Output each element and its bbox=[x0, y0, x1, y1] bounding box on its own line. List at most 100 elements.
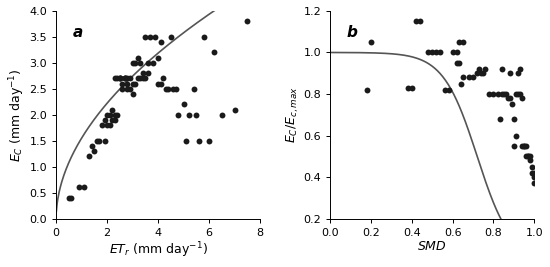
Point bbox=[136, 76, 145, 81]
Point bbox=[128, 61, 137, 65]
Point bbox=[524, 154, 532, 159]
Point bbox=[497, 92, 506, 96]
Point bbox=[67, 196, 76, 200]
Point bbox=[111, 118, 119, 122]
Point bbox=[509, 117, 518, 121]
Point bbox=[113, 113, 122, 117]
Text: a: a bbox=[73, 25, 82, 41]
Point bbox=[87, 144, 96, 148]
Point bbox=[479, 71, 488, 75]
Point bbox=[473, 71, 482, 75]
Point bbox=[159, 76, 168, 81]
Point bbox=[118, 81, 127, 86]
Point bbox=[499, 92, 508, 96]
Point bbox=[477, 71, 486, 75]
Point bbox=[167, 35, 175, 39]
Point bbox=[520, 144, 529, 148]
Point bbox=[128, 81, 137, 86]
Point bbox=[518, 144, 526, 148]
Point bbox=[64, 196, 73, 200]
Point bbox=[404, 86, 412, 90]
Point bbox=[505, 96, 514, 100]
Point bbox=[189, 87, 198, 91]
Point bbox=[103, 123, 112, 127]
Point bbox=[133, 56, 142, 60]
Point bbox=[448, 50, 457, 55]
Y-axis label: $E_C$ (mm day$^{-1}$): $E_C$ (mm day$^{-1}$) bbox=[7, 68, 26, 162]
Point bbox=[522, 144, 531, 148]
Point bbox=[123, 87, 132, 91]
Point bbox=[100, 118, 109, 122]
Point bbox=[518, 96, 526, 100]
Point bbox=[156, 40, 165, 44]
Point bbox=[512, 134, 520, 138]
Point bbox=[230, 108, 239, 112]
Point bbox=[125, 76, 134, 81]
Point bbox=[118, 87, 127, 91]
Point bbox=[111, 113, 119, 117]
Point bbox=[522, 154, 531, 159]
Point bbox=[75, 185, 84, 190]
Point bbox=[123, 76, 132, 81]
Point bbox=[530, 171, 538, 175]
Point bbox=[514, 71, 522, 75]
Point bbox=[111, 76, 119, 81]
Point bbox=[428, 50, 437, 55]
Point bbox=[97, 123, 106, 127]
Point bbox=[481, 67, 490, 71]
Point bbox=[505, 71, 514, 75]
Point bbox=[174, 113, 183, 117]
Point bbox=[116, 76, 124, 81]
Point bbox=[459, 40, 468, 44]
Point bbox=[156, 81, 165, 86]
Point bbox=[192, 113, 201, 117]
Point bbox=[116, 76, 124, 81]
Point bbox=[485, 92, 494, 96]
Point bbox=[153, 81, 162, 86]
Point bbox=[526, 154, 535, 159]
Point bbox=[520, 144, 529, 148]
Point bbox=[530, 175, 538, 179]
Point bbox=[182, 139, 190, 143]
Point bbox=[469, 75, 477, 80]
Point bbox=[424, 50, 433, 55]
Point bbox=[205, 139, 213, 143]
Point bbox=[452, 50, 461, 55]
Point bbox=[509, 144, 518, 148]
Point bbox=[169, 87, 178, 91]
Point bbox=[501, 92, 510, 96]
Point bbox=[475, 67, 483, 71]
Point bbox=[164, 87, 173, 91]
Point bbox=[489, 92, 498, 96]
Point bbox=[367, 40, 376, 44]
Point bbox=[141, 35, 150, 39]
Point bbox=[120, 76, 129, 81]
Point bbox=[153, 56, 162, 60]
Point bbox=[508, 102, 516, 107]
Point bbox=[210, 50, 218, 55]
Point bbox=[144, 71, 152, 75]
Point bbox=[105, 113, 114, 117]
Point bbox=[436, 50, 445, 55]
Point bbox=[524, 154, 532, 159]
Point bbox=[103, 113, 112, 117]
Point bbox=[526, 158, 535, 163]
Point bbox=[108, 118, 117, 122]
Point bbox=[80, 185, 89, 190]
Point bbox=[100, 139, 109, 143]
Point bbox=[454, 40, 463, 44]
Point bbox=[85, 154, 94, 159]
Point bbox=[444, 88, 453, 92]
Y-axis label: $E_C/E_{c,max}$: $E_C/E_{c,max}$ bbox=[284, 86, 301, 143]
Point bbox=[495, 117, 504, 121]
Point bbox=[131, 61, 140, 65]
Point bbox=[411, 19, 420, 23]
Point bbox=[108, 108, 117, 112]
Point bbox=[92, 139, 101, 143]
Point bbox=[497, 67, 506, 71]
Point bbox=[144, 61, 152, 65]
Point bbox=[217, 113, 226, 117]
Point bbox=[528, 164, 537, 169]
Point bbox=[416, 19, 425, 23]
Point bbox=[161, 87, 170, 91]
